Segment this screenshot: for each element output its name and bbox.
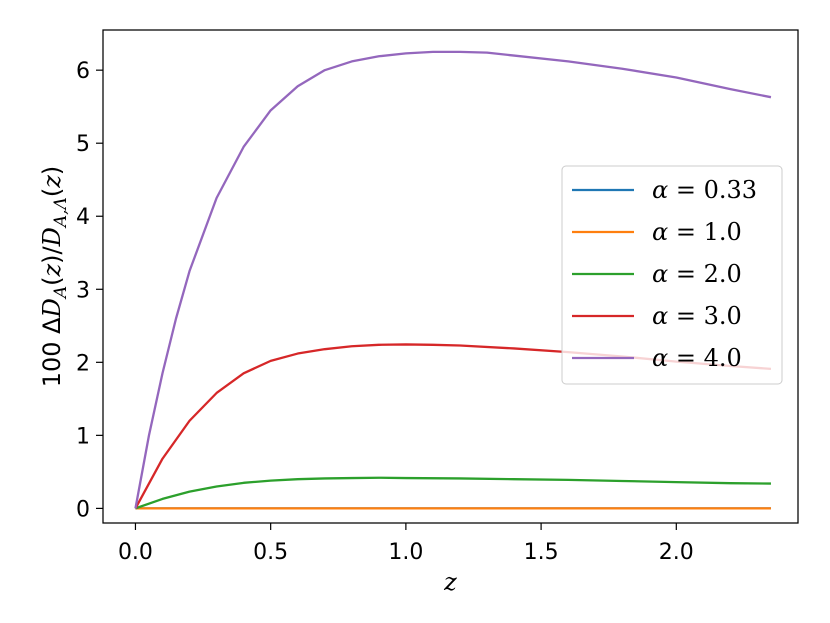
y-tick-label: 5 <box>76 132 90 157</box>
legend-label-1: α = 1.0 <box>652 218 742 246</box>
ticks-group: 0.0 0.5 1.0 1.5 2.0 0 1 2 3 4 5 6 <box>76 59 694 565</box>
y-tick-label: 2 <box>76 351 90 376</box>
y-tick-label: 0 <box>76 497 90 522</box>
x-tick-label: 2.0 <box>659 540 694 565</box>
series-line-2 <box>135 476 771 510</box>
y-axis-label: 100 ΔDA(z)/DA,Λ(z) <box>38 166 71 388</box>
x-tick-label: 1.0 <box>388 540 423 565</box>
y-tick-label: 1 <box>76 424 90 449</box>
y-tick-label: 3 <box>76 278 90 303</box>
y-tick-label: 4 <box>76 205 90 230</box>
x-tick-label: 0.5 <box>253 540 288 565</box>
legend: α = 0.33 α = 1.0 α = 2.0 α = 3.0 α = 4.0 <box>561 165 783 385</box>
legend-label-3: α = 3.0 <box>652 302 742 330</box>
legend-label-2: α = 2.0 <box>652 260 742 288</box>
axes-frame <box>102 29 799 524</box>
legend-label-0: α = 0.33 <box>652 176 757 204</box>
legend-box <box>561 165 783 385</box>
x-tick-label: 0.0 <box>118 540 153 565</box>
series-line-4 <box>134 50 772 509</box>
legend-label-4: α = 4.0 <box>652 344 742 372</box>
x-tick-label: 1.5 <box>524 540 559 565</box>
y-tick-label: 6 <box>76 59 90 84</box>
y-axis-label-text: 100 ΔDA(z)/DA,Λ(z) <box>38 166 71 388</box>
x-axis-label: z <box>443 568 457 596</box>
